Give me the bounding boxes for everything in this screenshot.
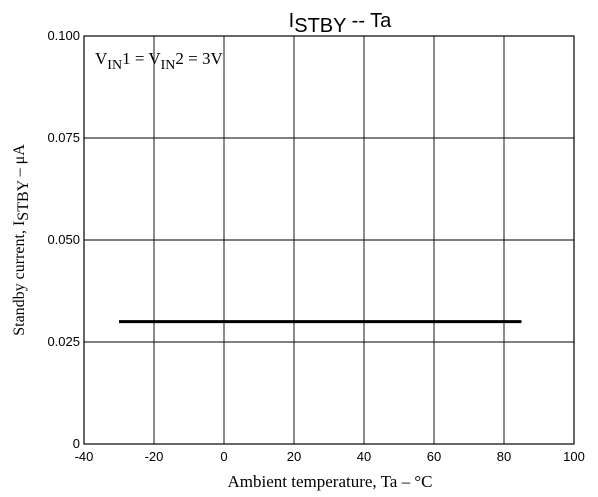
title-suffix: -- Ta bbox=[346, 10, 392, 32]
x-tick-label: 80 bbox=[497, 449, 511, 464]
y-tick-label: 0.075 bbox=[47, 130, 80, 145]
y-tick-label: 0.100 bbox=[47, 28, 80, 43]
x-tick-label: -20 bbox=[145, 449, 164, 464]
y-label-subscript: STBY bbox=[15, 179, 32, 220]
y-tick-label: 0.050 bbox=[47, 232, 80, 247]
x-tick-label: 0 bbox=[220, 449, 227, 464]
y-axis-label: Standby current, ISTBY – μA bbox=[11, 144, 32, 336]
x-tick-label: 40 bbox=[357, 449, 371, 464]
y-tick-labels: 0 0.025 0.050 0.075 0.100 bbox=[47, 28, 80, 451]
y-tick-label: 0 bbox=[73, 436, 80, 451]
x-axis-label: Ambient temperature, Ta – °C bbox=[228, 472, 433, 491]
grid-lines bbox=[84, 36, 574, 444]
annotation-v1: V bbox=[95, 49, 108, 68]
chart-title: ISTBY -- Ta bbox=[289, 10, 393, 37]
title-main: I bbox=[289, 10, 295, 32]
annotation-label: VIN1 = VIN2 = 3V bbox=[95, 49, 223, 73]
y-tick-label: 0.025 bbox=[47, 334, 80, 349]
x-tick-label: 60 bbox=[427, 449, 441, 464]
x-tick-labels: -40 -20 0 20 40 60 80 100 bbox=[75, 449, 585, 464]
x-tick-label: -40 bbox=[75, 449, 94, 464]
y-label-prefix: Standby current, I bbox=[11, 221, 28, 336]
x-tick-label: 20 bbox=[287, 449, 301, 464]
y-label-suffix: – μA bbox=[11, 144, 28, 181]
title-subscript: STBY bbox=[294, 15, 346, 37]
annotation-in2: IN bbox=[161, 58, 176, 73]
annotation-eq2: 2 = 3V bbox=[175, 49, 223, 68]
x-tick-label: 100 bbox=[563, 449, 585, 464]
annotation-eq1: 1 = V bbox=[122, 49, 161, 68]
plot-frame bbox=[83, 35, 575, 445]
annotation-in1: IN bbox=[107, 58, 122, 73]
